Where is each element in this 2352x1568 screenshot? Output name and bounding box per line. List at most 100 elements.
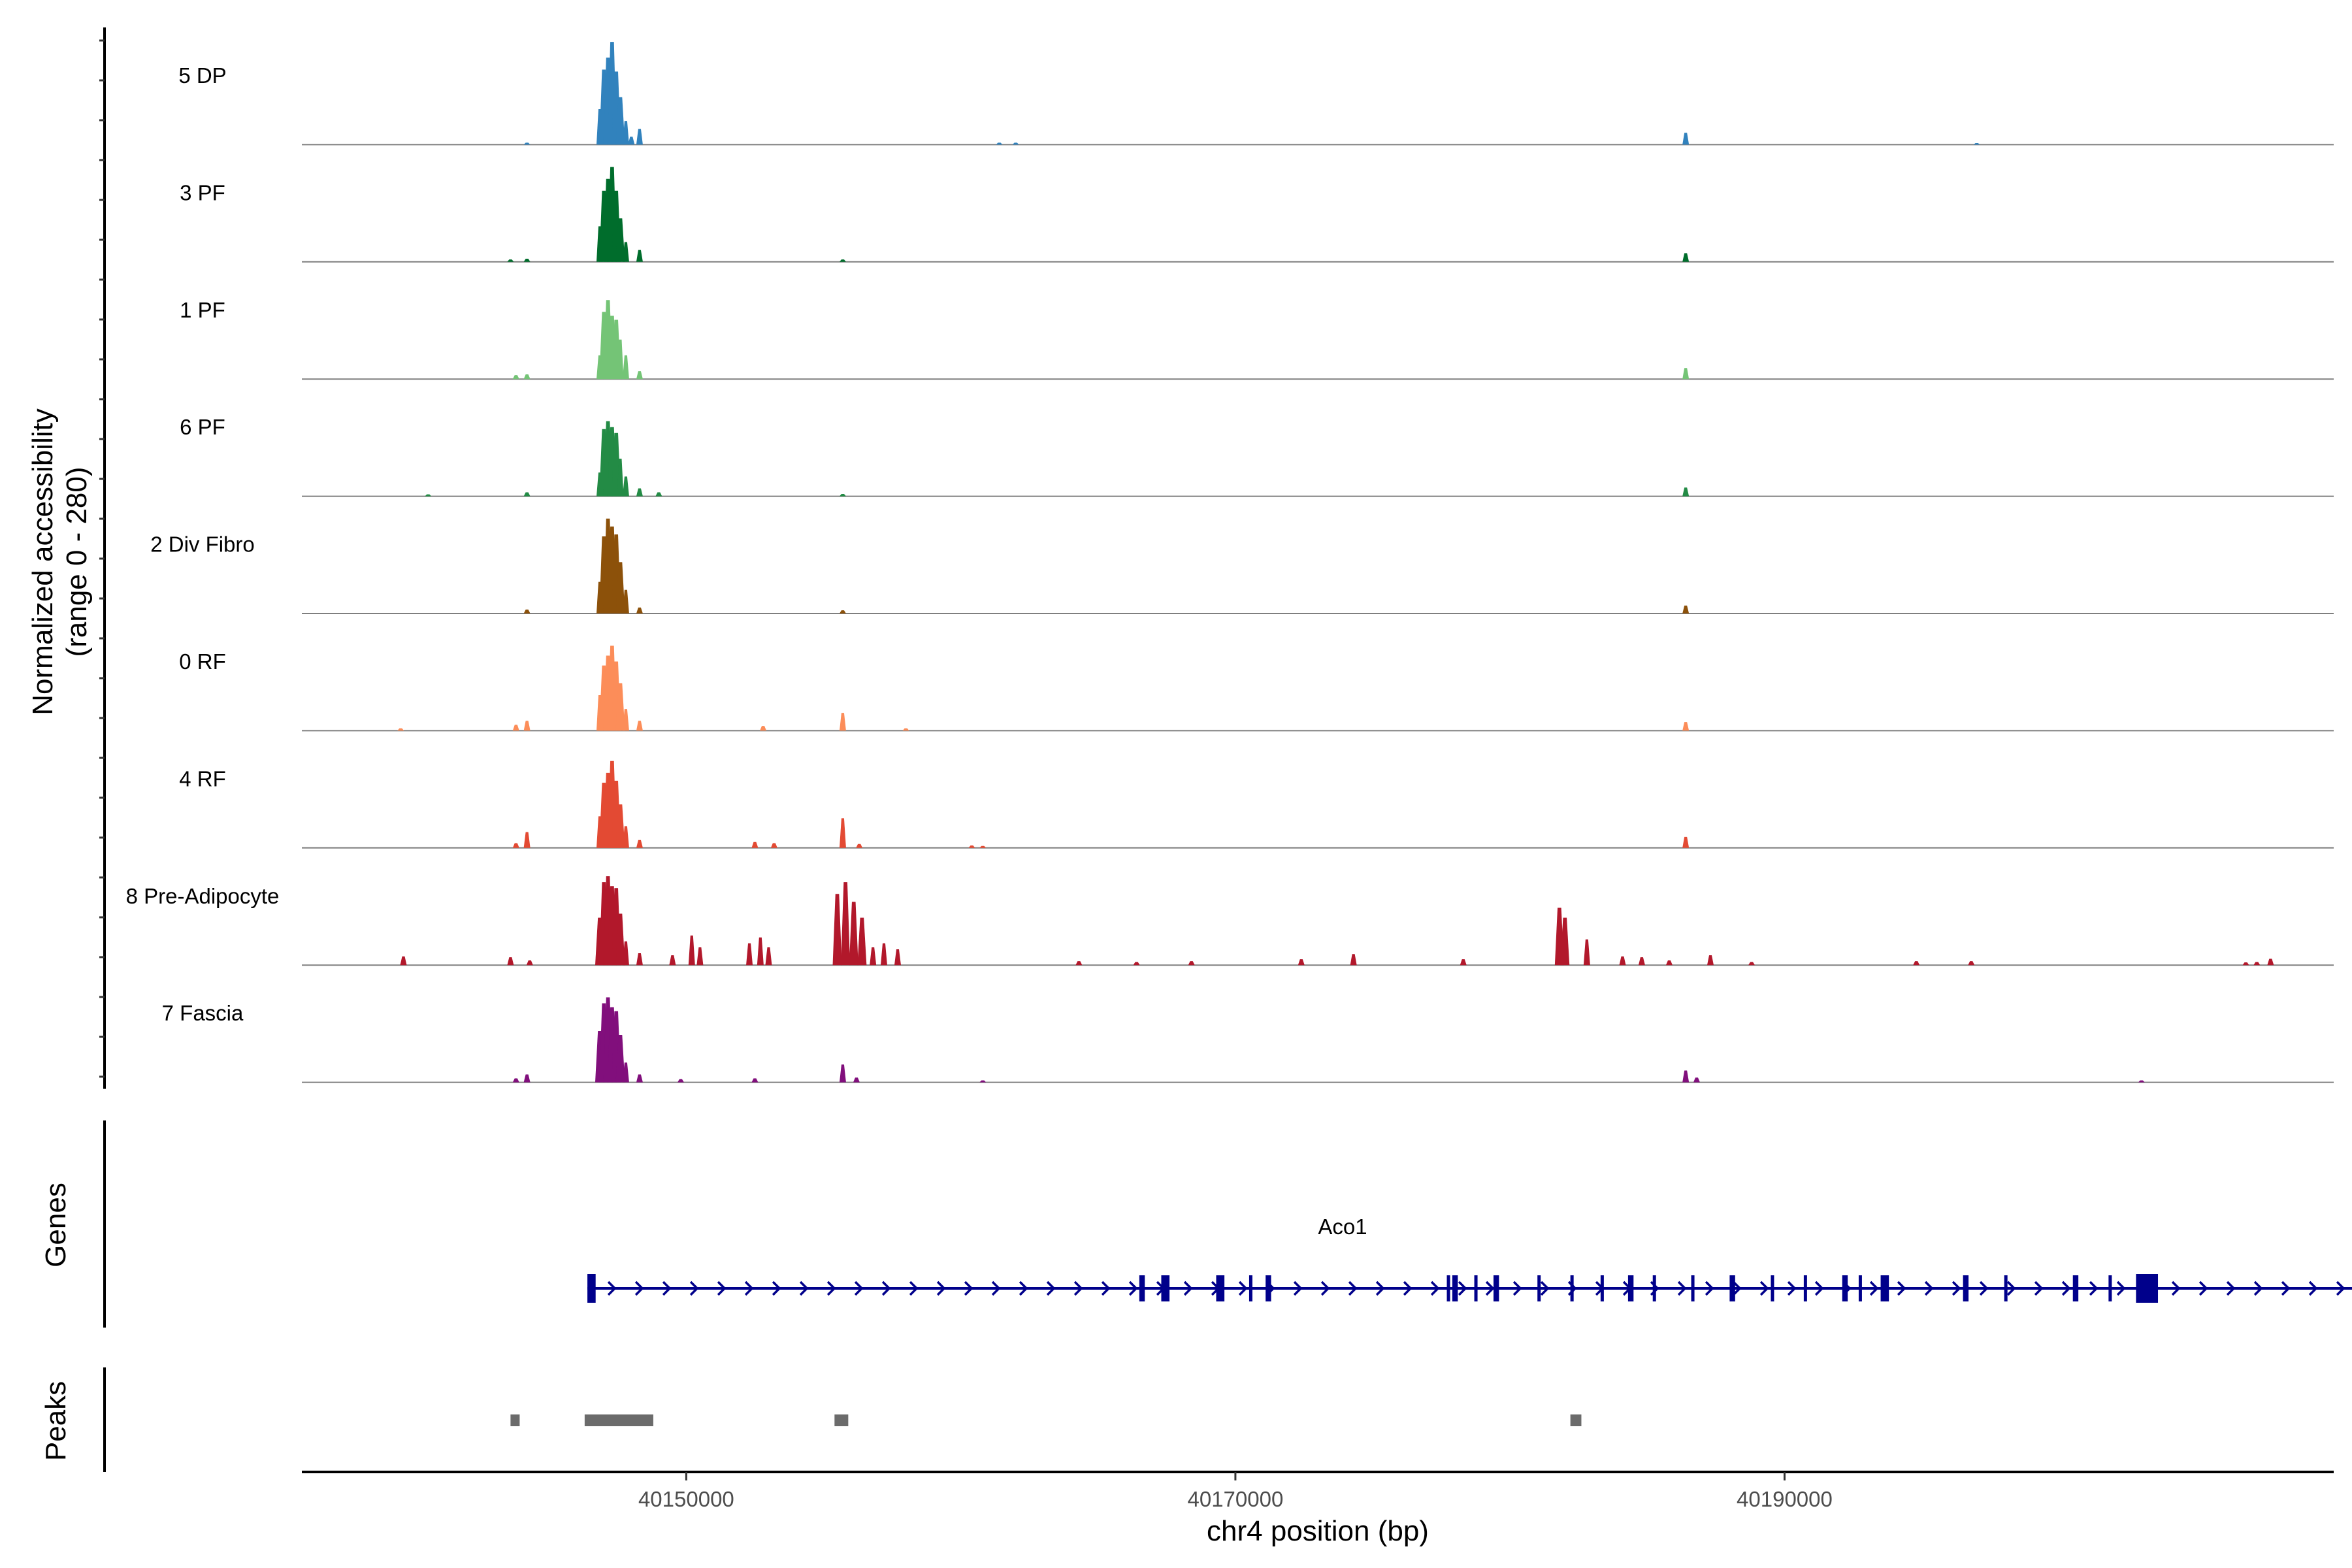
coverage-peak: [751, 841, 759, 848]
gene-strand-arrow: [2336, 1281, 2345, 1296]
coverage-peak: [636, 840, 643, 848]
gene-strand-arrow: [1732, 1281, 1742, 1296]
coverage-peak: [746, 943, 753, 966]
coverage-peak: [622, 121, 629, 145]
gene-strand-arrow: [689, 1281, 699, 1296]
gene-exon: [2072, 1275, 2079, 1301]
gene-strand-arrow: [662, 1281, 672, 1296]
peak-region: [834, 1414, 849, 1426]
coverage-peak: [1583, 939, 1590, 966]
track-label: 1 PF: [180, 298, 225, 322]
gene-strand-arrow: [854, 1281, 864, 1296]
coverage-peak: [894, 949, 901, 966]
coverage-peak: [526, 960, 533, 966]
track-0-rf: 0 RF: [179, 645, 2334, 732]
coverage-peak: [615, 1035, 625, 1083]
gene-strand-arrow: [1787, 1281, 1797, 1296]
x-tick-label: 40170000: [1188, 1487, 1284, 1511]
gene-exon: [587, 1274, 596, 1303]
gene-strand-arrow: [1403, 1281, 1413, 1296]
gene-strand-arrow: [1019, 1281, 1028, 1296]
gene-exon: [1249, 1275, 1252, 1301]
gene-exon: [1537, 1275, 1541, 1301]
gene-strand-arrow: [1677, 1281, 1687, 1296]
coverage-peak: [1075, 961, 1083, 966]
coverage-peak: [1665, 960, 1673, 966]
gene-strand-arrow: [991, 1281, 1001, 1296]
coverage-peak: [2138, 1080, 2145, 1083]
coverage-peak: [1188, 961, 1195, 966]
track-label: 8 Pre-Adipocyte: [126, 884, 280, 908]
track-label: 4 RF: [179, 766, 226, 791]
gene-exon: [1803, 1275, 1807, 1301]
coverage-peak: [523, 492, 531, 497]
x-axis-title: chr4 position (bp): [1207, 1515, 1429, 1547]
coverage-peak: [507, 957, 514, 966]
coverage-peak: [2267, 958, 2274, 966]
coverage-peak: [1560, 917, 1570, 966]
gene-exon: [1493, 1275, 1499, 1301]
coverage-peak: [636, 953, 643, 966]
coverage-peak: [636, 488, 643, 497]
coverage-peak: [622, 476, 629, 497]
coverage-peak: [839, 610, 846, 613]
gene-strand-arrow: [717, 1281, 727, 1296]
gene-strand-arrow: [1101, 1281, 1111, 1296]
coverage-peak: [622, 242, 629, 262]
gene-exon: [1452, 1275, 1458, 1301]
coverage-peak: [839, 713, 846, 731]
coverage-peak: [523, 832, 531, 848]
track-label: 7 Fascia: [162, 1001, 244, 1025]
gene-exon: [1880, 1275, 1889, 1301]
track-4-rf: 4 RF: [179, 760, 2334, 849]
coverage-peak: [1748, 962, 1756, 966]
track-label: 2 Div Fibro: [150, 532, 255, 557]
track-1-pf: 1 PF: [180, 298, 2334, 380]
coverage-peak: [1693, 1077, 1700, 1083]
gene-exon: [1842, 1275, 1848, 1301]
coverage-peak: [1133, 962, 1140, 966]
x-tick-label: 40190000: [1737, 1487, 1833, 1511]
x-tick-label: 40150000: [638, 1487, 734, 1511]
coverage-peak: [628, 137, 635, 145]
gene-strand-arrow: [1073, 1281, 1083, 1296]
coverage-peak: [880, 943, 887, 966]
coverage-peak: [669, 955, 676, 966]
gene-strand-arrow: [2308, 1281, 2318, 1296]
gene-strand-arrow: [1759, 1281, 1769, 1296]
coverage-peak: [615, 804, 625, 848]
gene-model: [587, 1274, 2352, 1303]
gene-strand-arrow: [1952, 1281, 1961, 1296]
gene-exon: [1691, 1275, 1695, 1301]
coverage-peak: [507, 259, 514, 262]
coverage-peak: [2242, 962, 2249, 966]
coverage-peak: [523, 1074, 531, 1083]
track-5-dp: 5 DP: [178, 42, 2334, 146]
gene-strand-arrow: [2198, 1281, 2208, 1296]
coverage-peak: [622, 709, 629, 731]
coverage-peak: [512, 843, 519, 848]
coverage-peak: [765, 947, 772, 966]
coverage-peak: [655, 492, 662, 497]
gene-strand-arrow: [1705, 1281, 1714, 1296]
coverage-peak: [523, 374, 531, 380]
gene-strand-arrow: [1814, 1281, 1824, 1296]
coverage-peak: [622, 826, 629, 848]
gene-strand-arrow: [1540, 1281, 1550, 1296]
coverage-peak: [1619, 956, 1626, 966]
coverage-peak: [523, 142, 531, 145]
gene-exon: [1652, 1275, 1656, 1301]
y-axis-title-line2: (range 0 - 280): [61, 466, 93, 657]
track-6-pf: 6 PF: [180, 415, 2334, 497]
gene-strand-arrow: [2034, 1281, 2044, 1296]
coverage-peak: [841, 882, 851, 966]
coverage-peak: [617, 339, 624, 380]
coverage-tracks: 5 DP 3 PF 1 PF 6 PF 2 Div Fibro 0 RF 4 RF 8 Pre…: [126, 42, 2334, 1083]
coverage-peak: [839, 259, 846, 262]
gene-strand-arrow: [1128, 1281, 1138, 1296]
coverage-peak: [523, 258, 531, 262]
coverage-peak: [615, 218, 625, 262]
y-axis-title: Normalized accessibility (range 0 - 280): [27, 408, 93, 715]
genes-axis-title: Genes: [40, 1183, 72, 1267]
coverage-peak: [870, 947, 877, 966]
